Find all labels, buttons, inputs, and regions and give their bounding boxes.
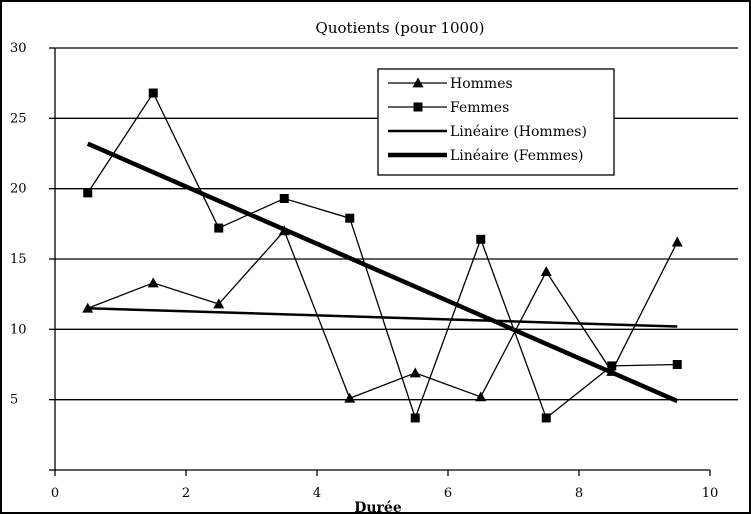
legend-entry: Femmes [388, 100, 509, 116]
axes: 5 10 15 20 25 30 0 2 4 6 8 10 [10, 41, 718, 501]
legend-label: Linéaire (Hommes) [450, 124, 587, 140]
chart-title: Quotients (pour 1000) [316, 19, 485, 37]
data-point-square [214, 223, 224, 233]
trendlines [86, 141, 679, 404]
legend-label: Linéaire (Femmes) [450, 148, 584, 164]
legend-entry: Linéaire (Hommes) [388, 124, 587, 140]
data-point-square [148, 88, 158, 98]
x-tick-label: 2 [182, 486, 190, 501]
data-point-triangle [82, 302, 94, 313]
x-tick-label: 6 [444, 486, 452, 501]
data-point-square [83, 188, 93, 198]
data-point-square [541, 413, 551, 423]
data-point-square [279, 194, 289, 204]
data-point-square [607, 361, 617, 371]
legend-label: Femmes [450, 100, 509, 116]
data-point-triangle [671, 236, 683, 247]
trendline-femmes [86, 141, 679, 404]
x-tick-label: 10 [702, 486, 719, 501]
data-point-triangle [409, 367, 421, 378]
series-line [87, 229, 678, 400]
data-point-triangle [213, 298, 225, 309]
data-point-triangle [344, 392, 356, 403]
y-tick-label: 10 [10, 322, 27, 337]
data-point-triangle [475, 391, 487, 402]
y-tick-label: 30 [10, 41, 27, 56]
y-tick-label: 20 [10, 182, 27, 197]
y-tick-label: 15 [10, 252, 27, 267]
trendline-hommes [87, 306, 678, 328]
x-tick-label: 4 [313, 486, 321, 501]
data-point-square [345, 213, 355, 223]
legend-entry: Linéaire (Femmes) [388, 148, 584, 164]
x-axis-label: Durée [354, 500, 402, 514]
y-tick-label: 5 [10, 393, 18, 408]
legend-marker-triangle [412, 77, 424, 88]
y-tick-label: 25 [10, 111, 27, 126]
data-point-square [410, 413, 420, 423]
x-tick-label: 0 [51, 486, 59, 501]
data-point-square [476, 234, 486, 244]
legend-label: Hommes [450, 76, 513, 92]
x-tick-label: 8 [575, 486, 583, 501]
data-point-triangle [147, 277, 159, 288]
legend: Hommes Femmes Linéaire (Hommes) Linéaire (F… [377, 68, 615, 176]
legend-entry: Hommes [388, 76, 513, 92]
data-point-triangle [540, 266, 552, 277]
data-point-square [672, 360, 682, 369]
legend-marker-square [413, 102, 423, 112]
